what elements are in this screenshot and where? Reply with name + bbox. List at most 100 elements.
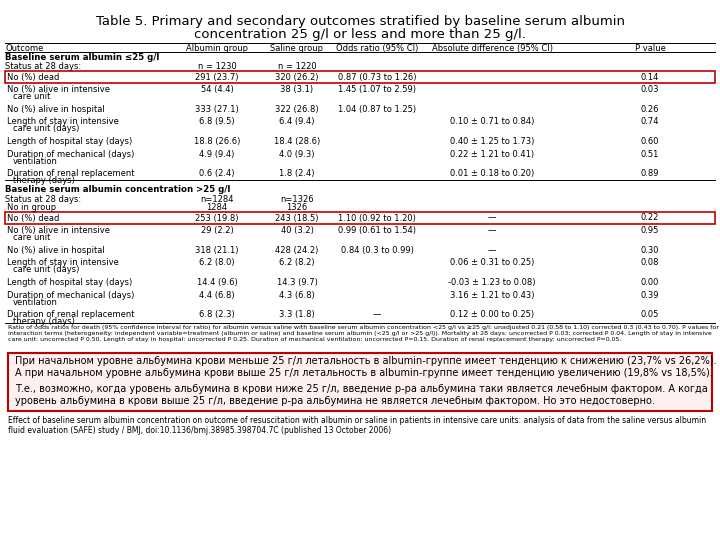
- Text: 4.3 (6.8): 4.3 (6.8): [279, 291, 315, 300]
- Text: Length of stay in intensive: Length of stay in intensive: [7, 258, 119, 267]
- Text: therapy (days): therapy (days): [13, 176, 75, 185]
- Text: No in group: No in group: [7, 203, 56, 212]
- Text: 0.6 (2.4): 0.6 (2.4): [199, 169, 235, 178]
- Text: 0.99 (0.61 to 1.54): 0.99 (0.61 to 1.54): [338, 226, 416, 235]
- Text: 1.10 (0.92 to 1.20): 1.10 (0.92 to 1.20): [338, 213, 416, 222]
- Text: 253 (19.8): 253 (19.8): [195, 213, 239, 222]
- Text: Duration of renal replacement: Duration of renal replacement: [7, 310, 135, 319]
- Text: 14.4 (9.6): 14.4 (9.6): [197, 278, 238, 287]
- Text: care unit: care unit: [13, 233, 50, 242]
- Text: 18.8 (26.6): 18.8 (26.6): [194, 137, 240, 146]
- Text: No (%) dead: No (%) dead: [7, 72, 59, 82]
- Text: —: —: [373, 310, 381, 319]
- Text: 14.3 (9.7): 14.3 (9.7): [276, 278, 318, 287]
- Text: 3.3 (1.8): 3.3 (1.8): [279, 310, 315, 319]
- Text: No (%) alive in intensive: No (%) alive in intensive: [7, 226, 110, 235]
- Text: 0.12 ± 0.00 to 0.25): 0.12 ± 0.00 to 0.25): [450, 310, 534, 319]
- Text: 320 (26.2): 320 (26.2): [275, 72, 319, 82]
- Text: 322 (26.8): 322 (26.8): [275, 105, 319, 114]
- Text: Status at 28 days:: Status at 28 days:: [5, 62, 81, 71]
- Text: 1.04 (0.87 to 1.25): 1.04 (0.87 to 1.25): [338, 105, 416, 114]
- Text: 0.87 (0.73 to 1.26): 0.87 (0.73 to 1.26): [338, 72, 416, 82]
- Text: therapy (days): therapy (days): [13, 317, 75, 326]
- Text: Length of hospital stay (days): Length of hospital stay (days): [7, 137, 132, 146]
- Text: No (%) alive in intensive: No (%) alive in intensive: [7, 85, 110, 94]
- Text: Outcome: Outcome: [5, 44, 43, 53]
- Text: Duration of mechanical (days): Duration of mechanical (days): [7, 150, 135, 159]
- Text: 1326: 1326: [287, 203, 307, 212]
- Text: Baseline serum albumin ≤25 g/l: Baseline serum albumin ≤25 g/l: [5, 52, 159, 62]
- Text: 1284: 1284: [207, 203, 228, 212]
- Text: 18.4 (28.6): 18.4 (28.6): [274, 137, 320, 146]
- Text: 0.26: 0.26: [641, 105, 660, 114]
- Text: 0.74: 0.74: [641, 118, 660, 126]
- Text: 0.51: 0.51: [641, 150, 660, 159]
- Text: 0.22 ± 1.21 to 0.41): 0.22 ± 1.21 to 0.41): [450, 150, 534, 159]
- Text: No (%) dead: No (%) dead: [7, 213, 59, 222]
- Text: 40 (3.2): 40 (3.2): [281, 226, 313, 235]
- Text: Length of stay in intensive: Length of stay in intensive: [7, 118, 119, 126]
- Text: n = 1230: n = 1230: [197, 62, 236, 71]
- Text: 0.95: 0.95: [641, 226, 660, 235]
- Text: —: —: [488, 246, 496, 255]
- Text: 6.4 (9.4): 6.4 (9.4): [279, 118, 315, 126]
- Text: 0.84 (0.3 to 0.99): 0.84 (0.3 to 0.99): [341, 246, 413, 255]
- Text: Saline group: Saline group: [271, 44, 323, 53]
- Text: 0.05: 0.05: [641, 310, 660, 319]
- Text: 0.03: 0.03: [641, 85, 660, 94]
- Text: 291 (23.7): 291 (23.7): [195, 72, 239, 82]
- Text: -0.03 ± 1.23 to 0.08): -0.03 ± 1.23 to 0.08): [449, 278, 536, 287]
- Text: 0.30: 0.30: [641, 246, 660, 255]
- Text: 333 (27.1): 333 (27.1): [195, 105, 239, 114]
- Text: ventilation: ventilation: [13, 298, 58, 307]
- Text: n=1284: n=1284: [200, 195, 234, 204]
- Text: 6.8 (9.5): 6.8 (9.5): [199, 118, 235, 126]
- Text: Duration of renal replacement: Duration of renal replacement: [7, 169, 135, 178]
- Text: 0.08: 0.08: [641, 258, 660, 267]
- Text: 0.06 ± 0.31 to 0.25): 0.06 ± 0.31 to 0.25): [450, 258, 534, 267]
- Text: Albumin group: Albumin group: [186, 44, 248, 53]
- Text: Odds ratio (95% CI): Odds ratio (95% CI): [336, 44, 418, 53]
- Text: 6.2 (8.0): 6.2 (8.0): [199, 258, 235, 267]
- Text: 0.60: 0.60: [641, 137, 660, 146]
- Text: 0.22: 0.22: [641, 213, 660, 222]
- Text: 38 (3.1): 38 (3.1): [280, 85, 314, 94]
- Text: 0.39: 0.39: [641, 291, 660, 300]
- Text: 243 (18.5): 243 (18.5): [275, 213, 319, 222]
- Text: 4.4 (6.8): 4.4 (6.8): [199, 291, 235, 300]
- Text: Duration of mechanical (days): Duration of mechanical (days): [7, 291, 135, 300]
- Text: P value: P value: [634, 44, 665, 53]
- Text: 428 (24.2): 428 (24.2): [275, 246, 319, 255]
- Text: Т.е., возможно, когда уровень альбумина в крови ниже 25 г/л, введение р-ра альбу: Т.е., возможно, когда уровень альбумина …: [15, 384, 708, 406]
- Text: No (%) alive in hospital: No (%) alive in hospital: [7, 105, 104, 114]
- Text: ventilation: ventilation: [13, 157, 58, 166]
- Text: Ratio of odds ratios for death (95% confidence interval for ratio) for albumin v: Ratio of odds ratios for death (95% conf…: [8, 325, 719, 342]
- Text: 1.8 (2.4): 1.8 (2.4): [279, 169, 315, 178]
- Text: Baseline serum albumin concentration >25 g/l: Baseline serum albumin concentration >25…: [5, 185, 230, 194]
- Text: —: —: [488, 226, 496, 235]
- Text: При начальном уровне альбумина крови меньше 25 г/л летальность в albumin-группе : При начальном уровне альбумина крови мен…: [15, 356, 716, 377]
- Text: 0.40 ± 1.25 to 1.73): 0.40 ± 1.25 to 1.73): [450, 137, 534, 146]
- Text: 0.10 ± 0.71 to 0.84): 0.10 ± 0.71 to 0.84): [450, 118, 534, 126]
- Text: 0.14: 0.14: [641, 72, 660, 82]
- Text: 0.00: 0.00: [641, 278, 660, 287]
- Text: care unit (days): care unit (days): [13, 125, 79, 133]
- Text: Length of hospital stay (days): Length of hospital stay (days): [7, 278, 132, 287]
- Text: 54 (4.4): 54 (4.4): [201, 85, 233, 94]
- Text: 6.2 (8.2): 6.2 (8.2): [279, 258, 315, 267]
- Text: Absolute difference (95% CI): Absolute difference (95% CI): [431, 44, 552, 53]
- Text: 0.89: 0.89: [641, 169, 660, 178]
- Text: —: —: [488, 213, 496, 222]
- Text: 0.01 ± 0.18 to 0.20): 0.01 ± 0.18 to 0.20): [450, 169, 534, 178]
- Text: Status at 28 days:: Status at 28 days:: [5, 195, 81, 204]
- Text: 318 (21.1): 318 (21.1): [195, 246, 239, 255]
- Text: care unit: care unit: [13, 92, 50, 102]
- Text: 3.16 ± 1.21 to 0.43): 3.16 ± 1.21 to 0.43): [450, 291, 534, 300]
- Text: 6.8 (2.3): 6.8 (2.3): [199, 310, 235, 319]
- Text: Effect of baseline serum albumin concentration on outcome of resuscitation with : Effect of baseline serum albumin concent…: [8, 416, 706, 435]
- Text: n=1326: n=1326: [280, 195, 314, 204]
- Text: concentration 25 g/l or less and more than 25 g/l.: concentration 25 g/l or less and more th…: [194, 28, 526, 41]
- Text: Table 5. Primary and secondary outcomes stratified by baseline serum albumin: Table 5. Primary and secondary outcomes …: [96, 15, 624, 28]
- Text: 4.9 (9.4): 4.9 (9.4): [199, 150, 235, 159]
- Text: 29 (2.2): 29 (2.2): [201, 226, 233, 235]
